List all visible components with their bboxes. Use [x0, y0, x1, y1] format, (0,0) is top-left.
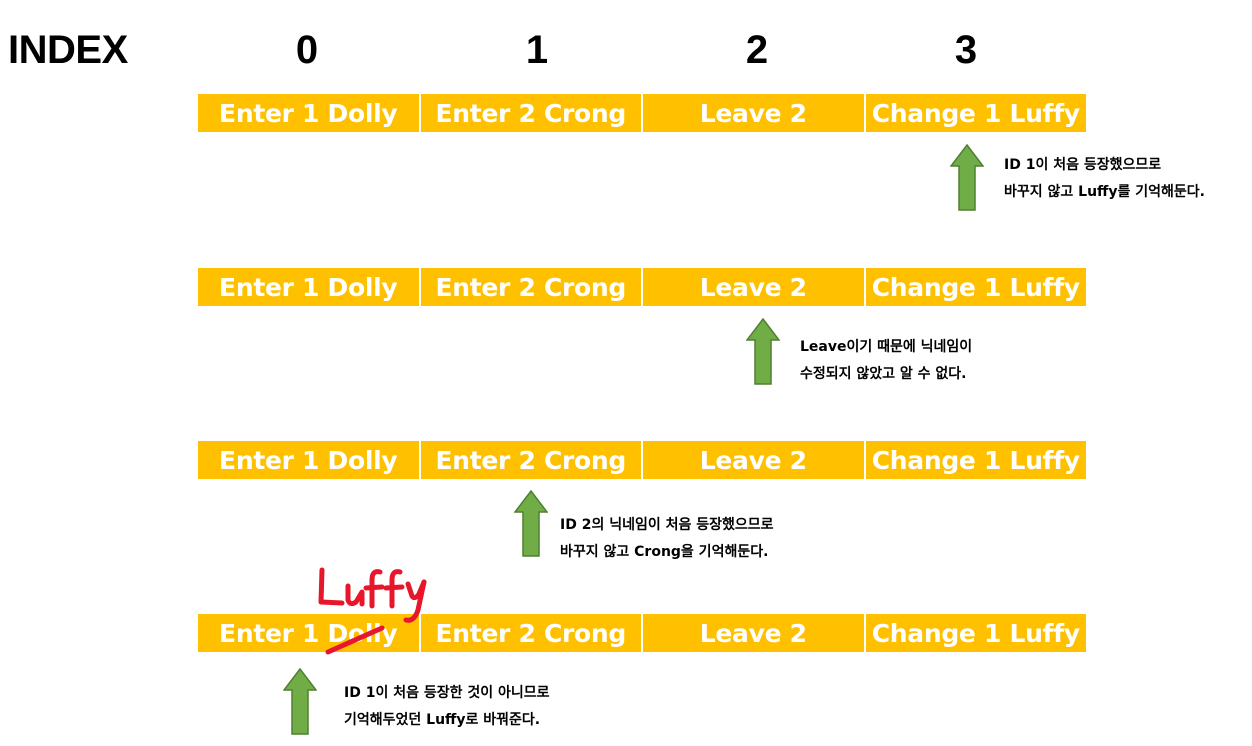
handwritten-luffy-correction: [318, 567, 427, 655]
event-cell-enter-2: Enter 2 Crong: [418, 94, 642, 132]
up-arrow-icon: [283, 668, 317, 735]
event-cell-enter-2: Enter 2 Crong: [418, 441, 642, 479]
note-1-line-2: 바꾸지 않고 Luffy를 기억해둔다.: [1004, 184, 1205, 200]
index-3: 3: [954, 28, 978, 72]
event-cell-enter-2: Enter 2 Crong: [418, 268, 642, 306]
event-cell-leave-2: Leave 2: [641, 94, 864, 132]
note-2-line-2: 수정되지 않았고 알 수 없다.: [800, 366, 967, 382]
note-1: ID 1이 처음 등장했으므로 바꾸지 않고 Luffy를 기억해둔다.: [1004, 152, 1205, 206]
event-cell-enter-1: Enter 1 Dolly: [219, 272, 398, 302]
note-4-line-2: 기억해두었던 Luffy로 바꿔준다.: [344, 712, 541, 728]
event-cell-change-1: Change 1 Luffy: [863, 94, 1087, 132]
index-2: 2: [745, 28, 769, 72]
event-cell-leave-2: Leave 2: [641, 268, 864, 306]
event-cell-change-1: Change 1 Luffy: [863, 614, 1087, 652]
note-4-line-1: ID 1이 처음 등장한 것이 아니므로: [344, 685, 550, 701]
event-row-2: Enter 1 Dolly Enter 2 Crong Leave 2 Chan…: [198, 268, 1086, 306]
event-row-3: Enter 1 Dolly Enter 2 Crong Leave 2 Chan…: [198, 441, 1086, 479]
up-arrow-icon: [514, 490, 548, 557]
event-cell-change-1: Change 1 Luffy: [863, 441, 1087, 479]
index-1: 1: [525, 28, 549, 72]
event-cell-leave-2: Leave 2: [641, 614, 864, 652]
note-3-line-2: 바꾸지 않고 Crong을 기억해둔다.: [560, 544, 769, 560]
event-row-1: Enter 1 Dolly Enter 2 Crong Leave 2 Chan…: [198, 94, 1086, 132]
event-cell-enter-2: Enter 2 Crong: [418, 614, 642, 652]
note-3-line-1: ID 2의 닉네임이 처음 등장했으므로: [560, 517, 774, 533]
up-arrow-icon: [950, 144, 984, 211]
note-2: Leave이기 때문에 닉네임이 수정되지 않았고 알 수 없다.: [800, 334, 972, 388]
note-3: ID 2의 닉네임이 처음 등장했으므로 바꾸지 않고 Crong을 기억해둔다…: [560, 512, 774, 566]
note-2-line-1: Leave이기 때문에 닉네임이: [800, 339, 973, 355]
up-arrow-icon: [746, 318, 780, 385]
event-cell-change-1: Change 1 Luffy: [863, 268, 1087, 306]
index-0: 0: [295, 28, 319, 72]
event-cell-leave-2: Leave 2: [641, 441, 864, 479]
event-cell-enter-1: Enter 1 Dolly: [219, 445, 398, 475]
note-1-line-1: ID 1이 처음 등장했으므로: [1004, 157, 1162, 173]
event-cell-enter-1: Enter 1 Dolly: [219, 98, 398, 128]
index-label: INDEX: [8, 28, 128, 72]
note-4: ID 1이 처음 등장한 것이 아니므로 기억해두었던 Luffy로 바꿔준다.: [344, 680, 550, 734]
